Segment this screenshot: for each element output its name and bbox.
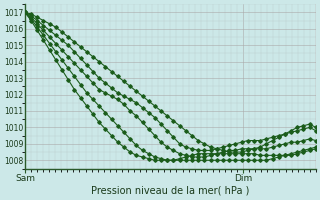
X-axis label: Pression niveau de la mer( hPa ): Pression niveau de la mer( hPa )	[91, 186, 250, 196]
